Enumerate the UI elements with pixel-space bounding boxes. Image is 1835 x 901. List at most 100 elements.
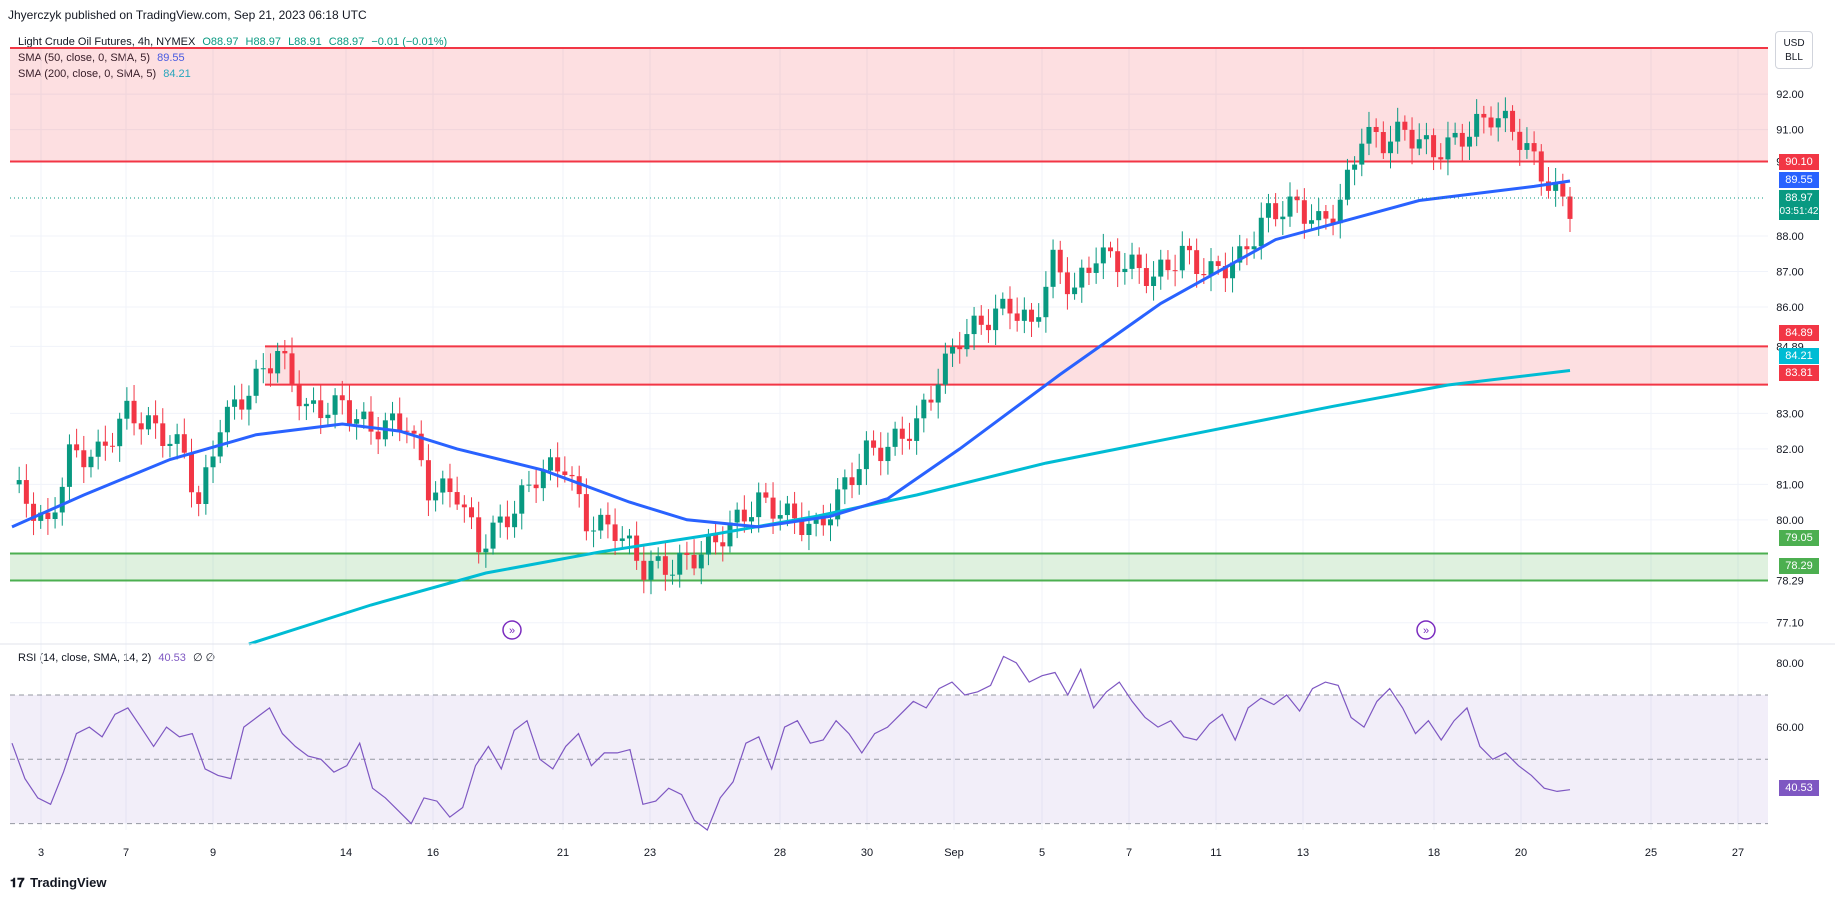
candle-body: [1567, 196, 1573, 219]
candle-135: [978, 305, 984, 335]
candle-123: [892, 421, 898, 456]
candle-92: [670, 559, 676, 585]
candle-body: [1538, 151, 1544, 182]
grid-lines: [10, 48, 1768, 830]
legend-sma200-row[interactable]: SMA (200, close, 0, SMA, 5) 84.21: [18, 68, 195, 80]
candle-body: [1337, 199, 1343, 224]
candle-body: [174, 434, 180, 444]
candle-153: [1107, 241, 1113, 258]
candle-87: [634, 521, 640, 570]
candle-body: [145, 415, 151, 430]
event-icon-2[interactable]: »: [1416, 620, 1436, 640]
candle-205: [1481, 105, 1487, 134]
bar-countdown: 03:51:42: [1779, 206, 1819, 217]
candle-182: [1316, 198, 1322, 236]
candle-body: [81, 450, 87, 468]
candle-body: [361, 411, 367, 420]
candle-body: [1445, 137, 1451, 160]
candle-113: [820, 504, 826, 536]
candle-body: [318, 400, 324, 419]
price-chart[interactable]: 92.00 91.00 90.10 88.00 87.00 86.00 84.89 83.00…: [0, 0, 1835, 870]
candle-body: [670, 574, 676, 576]
legend-sma50-row[interactable]: SMA (50, close, 0, SMA, 5) 89.55: [18, 52, 189, 64]
candle-61: [447, 463, 453, 508]
legend-rsi-label: RSI (14, close, SMA, 14, 2): [18, 652, 152, 664]
candle-96: [698, 541, 704, 585]
candle-196: [1416, 123, 1422, 156]
time-tick-4: 16: [427, 847, 439, 859]
legend-symbol[interactable]: Light Crude Oil Futures, 4h, NYMEX: [18, 36, 196, 48]
candle-120: [871, 430, 877, 456]
candle-63: [461, 495, 467, 523]
price-tick-10: 80.00: [1776, 515, 1804, 527]
event-icon-1[interactable]: »: [502, 620, 522, 640]
candle-52: [382, 412, 388, 447]
legend-open: O88.97: [202, 36, 239, 48]
candle-200: [1445, 121, 1451, 176]
candle-147: [1064, 257, 1070, 310]
candle-72: [526, 470, 532, 493]
candle-150: [1086, 256, 1092, 286]
candle-body: [842, 477, 848, 490]
candle-body: [935, 384, 941, 403]
candle-90: [655, 547, 661, 569]
candle-body: [899, 428, 905, 439]
candle-body: [1115, 251, 1121, 273]
candle-45: [332, 388, 338, 429]
candle-57: [418, 420, 424, 467]
candle-212: [1531, 131, 1537, 166]
candle-142: [1029, 303, 1035, 337]
candle-158: [1143, 253, 1149, 294]
candle-108: [784, 495, 790, 527]
candle-body: [454, 492, 460, 505]
time-tick-9: Sep: [944, 847, 964, 859]
candle-129: [935, 368, 941, 419]
candle-83: [605, 502, 611, 539]
candle-body: [282, 350, 288, 354]
tradingview-brand[interactable]: 𝟏𝟕 TradingView: [10, 875, 106, 891]
candle-body: [253, 368, 259, 396]
candle-9: [74, 428, 80, 458]
legend-sma50-value: 89.55: [157, 52, 185, 64]
candle-148: [1072, 272, 1078, 300]
candle-109: [792, 491, 798, 534]
candle-106: [770, 482, 776, 535]
candle-13: [102, 425, 108, 461]
candle-5: [45, 498, 51, 535]
candle-111: [806, 510, 812, 551]
candle-138: [1000, 292, 1006, 316]
candle-39: [289, 337, 295, 393]
candle-86: [626, 528, 632, 555]
candle-body: [59, 486, 65, 513]
legend-rsi-row[interactable]: RSI (14, close, SMA, 14, 2) 40.53 ∅ ∅: [18, 651, 219, 664]
candle-body: [942, 353, 948, 385]
candle-body: [720, 542, 726, 547]
candle-body: [734, 509, 740, 523]
candle-115: [835, 478, 841, 527]
candle-162: [1172, 254, 1178, 287]
candle-body: [217, 432, 223, 457]
candle-170: [1230, 246, 1236, 293]
candle-body: [469, 507, 475, 518]
currency-line2: BLL: [1785, 52, 1803, 63]
candle-156: [1129, 242, 1135, 280]
brand-name: TradingView: [30, 875, 107, 890]
candle-91: [662, 541, 668, 591]
candle-body: [1258, 217, 1264, 247]
candle-122: [885, 432, 891, 475]
candle-157: [1136, 247, 1142, 284]
candle-body: [88, 456, 94, 468]
candle-body: [497, 516, 503, 523]
svg-text:»: »: [1423, 625, 1429, 637]
candle-body: [849, 477, 855, 486]
currency-unit-button[interactable]: USD BLL: [1775, 31, 1813, 69]
candle-body: [1553, 183, 1559, 191]
candle-body: [246, 395, 252, 410]
candle-66: [483, 534, 489, 568]
candle-body: [483, 548, 489, 553]
candle-body: [576, 476, 582, 495]
candle-body: [598, 514, 604, 531]
candle-body: [784, 503, 790, 516]
candles: [16, 97, 1573, 595]
time-axis: 3 7 9 14 16 21 23 28 30 Sep 5 7 11 13 18 20 25 27: [38, 847, 1744, 859]
